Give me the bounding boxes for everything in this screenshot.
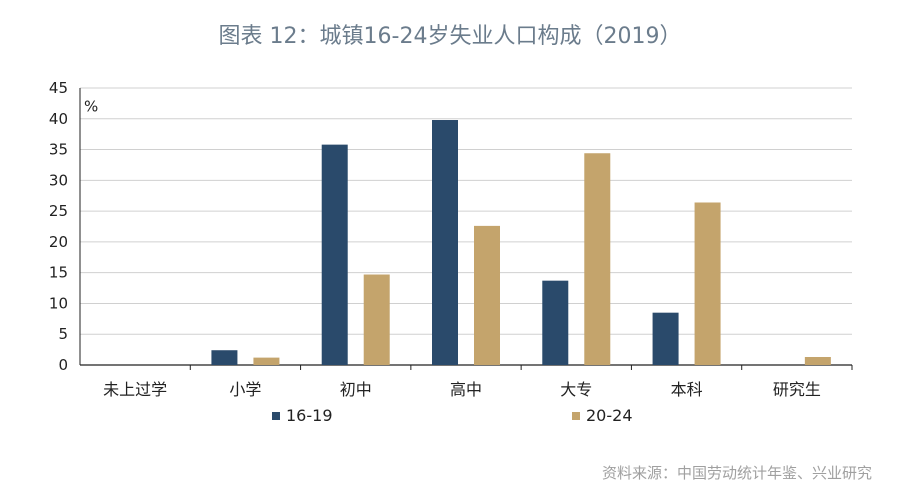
y-tick-label: 25 xyxy=(49,202,68,220)
source-note: 资料来源：中国劳动统计年鉴、兴业研究 xyxy=(601,464,872,482)
y-tick-label: 45 xyxy=(49,79,68,97)
legend-swatch xyxy=(572,412,580,420)
x-tick-label: 高中 xyxy=(450,380,482,399)
x-tick-label: 小学 xyxy=(229,380,261,399)
y-tick-label: 5 xyxy=(58,325,68,343)
x-tick-label: 研究生 xyxy=(773,380,821,399)
legend-label: 20-24 xyxy=(586,406,633,425)
bar-20-24 xyxy=(253,357,280,365)
x-tick-label: 本科 xyxy=(671,380,703,399)
y-tick-label: 0 xyxy=(58,356,68,374)
bar-16-19 xyxy=(652,312,679,365)
legend-label: 16-19 xyxy=(286,406,333,425)
x-tick-label: 未上过学 xyxy=(103,380,167,399)
bar-20-24 xyxy=(584,153,611,365)
bar-20-24 xyxy=(694,202,721,365)
chart-title: 图表 12：城镇16-24岁失业人口构成（2019） xyxy=(218,24,682,49)
unit-label: % xyxy=(84,97,98,115)
bar-16-19 xyxy=(321,144,348,365)
y-tick-label: 10 xyxy=(49,294,68,312)
x-tick-label: 初中 xyxy=(340,380,372,399)
bar-16-19 xyxy=(211,350,238,365)
y-tick-label: 15 xyxy=(49,264,68,282)
bar-16-19 xyxy=(542,280,569,365)
bar-20-24 xyxy=(474,225,500,365)
bar-16-19 xyxy=(432,120,458,366)
bar-20-24 xyxy=(804,356,831,365)
y-tick-label: 30 xyxy=(49,171,68,189)
y-tick-label: 40 xyxy=(49,110,68,128)
legend-swatch xyxy=(272,412,280,420)
y-tick-label: 35 xyxy=(49,141,68,159)
y-tick-label: 20 xyxy=(49,233,68,251)
bar-20-24 xyxy=(363,274,390,365)
x-tick-label: 大专 xyxy=(560,380,592,399)
